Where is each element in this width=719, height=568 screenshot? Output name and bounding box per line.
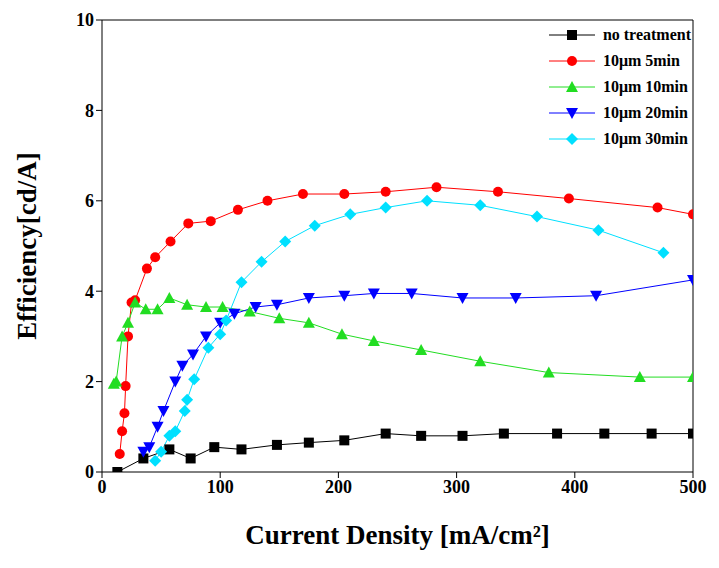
html-text:no treatment: no treatment	[602, 26, 691, 43]
svg-text:4: 4	[85, 282, 94, 302]
svg-text:200: 200	[325, 477, 352, 497]
svg-text:Current Density [mA/cm²]: Current Density [mA/cm²]	[245, 520, 550, 550]
svg-text:6: 6	[85, 191, 94, 211]
svg-text:100: 100	[207, 477, 234, 497]
svg-text:300: 300	[443, 477, 470, 497]
svg-text:Efficiency[cd/A]: Efficiency[cd/A]	[12, 152, 42, 339]
html-text:10μm 20min: 10μm 20min	[602, 104, 688, 121]
html-text:10μm 10min: 10μm 10min	[602, 78, 688, 95]
svg-text:0: 0	[98, 477, 107, 497]
svg-text:8: 8	[85, 101, 94, 121]
html-text:10μm 5min: 10μm 5min	[602, 52, 680, 69]
html-text:10μm 30min: 10μm 30min	[602, 130, 688, 147]
svg-text:0: 0	[85, 462, 94, 482]
svg-text:400: 400	[561, 477, 588, 497]
svg-text:2: 2	[85, 372, 94, 392]
svg-text:500: 500	[680, 477, 707, 497]
svg-text:10: 10	[76, 10, 94, 30]
